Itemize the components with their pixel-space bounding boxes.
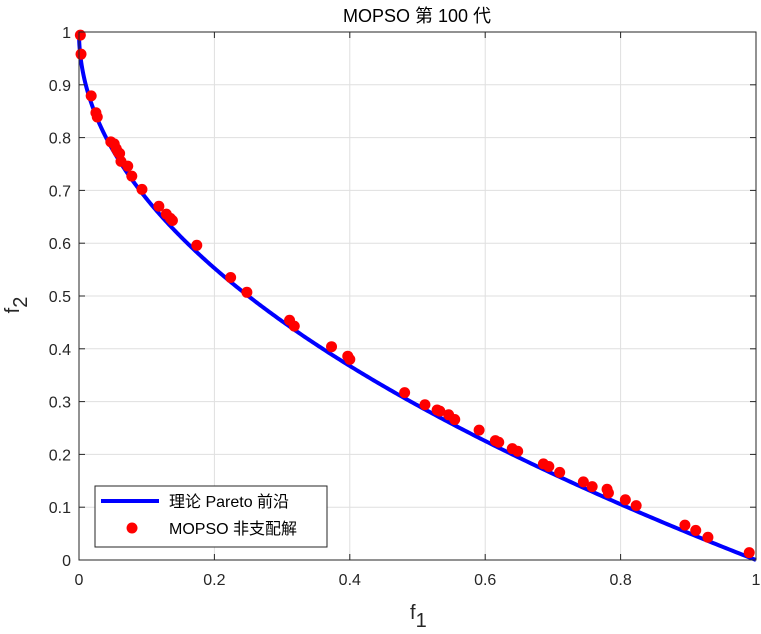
y-tick-label: 0.8 — [49, 131, 71, 148]
solution-point — [512, 445, 524, 457]
y-axis-label-sub: 2 — [10, 297, 32, 308]
solution-point — [153, 200, 165, 212]
solution-points — [74, 29, 755, 559]
solution-point — [473, 424, 485, 436]
x-tick-label: 0 — [75, 572, 84, 589]
solution-point — [85, 90, 97, 102]
solution-point — [166, 214, 178, 226]
solution-point — [136, 183, 148, 195]
grid-lines — [79, 32, 756, 560]
y-tick-label: 0 — [62, 553, 71, 570]
legend-label-theory: 理论 Pareto 前沿 — [169, 493, 289, 511]
chart-title: MOPSO 第 100 代 — [343, 6, 491, 26]
y-tick-label: 0.7 — [49, 183, 71, 200]
legend: 理论 Pareto 前沿 MOPSO 非支配解 — [94, 485, 328, 548]
axis-ticks: 0 0.2 0.4 0.6 0.8 1 0 0.1 0.2 0.3 0.4 0.5 0.6 0.7 0.8 0… — [49, 25, 761, 589]
y-axis-label: f2 — [2, 297, 32, 314]
y-tick-label: 0.6 — [49, 236, 71, 253]
x-tick-label: 0.8 — [609, 572, 631, 589]
solution-point — [493, 436, 505, 448]
y-tick-label: 0.9 — [49, 78, 71, 95]
solution-point — [288, 320, 300, 332]
y-tick-label: 0.4 — [49, 342, 71, 359]
solution-point — [630, 500, 642, 512]
x-axis-label-sub: 1 — [416, 610, 427, 632]
x-tick-label: 1 — [752, 572, 761, 589]
solution-point — [586, 481, 598, 493]
x-tick-label: 0.2 — [203, 572, 225, 589]
solution-point — [743, 547, 755, 559]
solution-point — [543, 461, 555, 473]
x-tick-label: 0.4 — [339, 572, 361, 589]
solution-point — [344, 353, 356, 365]
solution-point — [690, 524, 702, 536]
solution-point — [75, 48, 87, 60]
solution-point — [225, 272, 237, 284]
y-tick-label: 1 — [62, 25, 71, 42]
solution-point — [449, 414, 461, 426]
solution-point — [122, 160, 134, 172]
legend-box — [94, 485, 328, 548]
y-axis-label-main: f — [2, 307, 24, 313]
x-tick-label: 0.6 — [474, 572, 496, 589]
solution-point — [74, 29, 86, 41]
solution-point — [126, 170, 138, 182]
x-axis-label: f1 — [410, 602, 427, 632]
solution-point — [602, 487, 614, 499]
y-tick-label: 0.2 — [49, 447, 71, 464]
solution-point — [619, 494, 631, 506]
solution-point — [191, 239, 203, 251]
x-axis-label-main: f — [410, 602, 416, 624]
solution-point — [419, 399, 431, 411]
solution-point — [577, 476, 589, 488]
solution-point — [434, 405, 446, 417]
y-tick-label: 0.3 — [49, 395, 71, 412]
legend-label-mopso: MOPSO 非支配解 — [169, 520, 297, 538]
solution-point — [679, 519, 691, 531]
y-tick-label: 0.1 — [49, 500, 71, 517]
solution-point — [399, 387, 411, 399]
solution-point — [326, 341, 338, 353]
solution-point — [702, 531, 714, 543]
y-tick-label: 0.5 — [49, 289, 71, 306]
solution-point — [91, 111, 103, 123]
legend-marker-swatch — [126, 522, 138, 534]
solution-point — [554, 466, 566, 478]
solution-point — [241, 286, 253, 298]
